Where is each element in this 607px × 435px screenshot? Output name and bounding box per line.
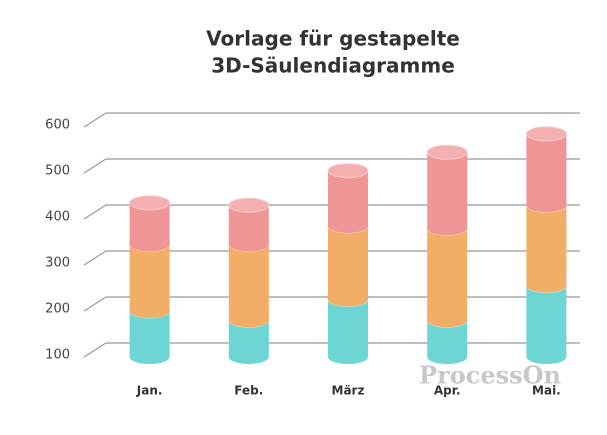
bars: Jan. Feb. März Apr. Mai. (129, 126, 567, 398)
grid-line (83, 296, 580, 312)
bar (427, 152, 468, 229)
x-tick-label: März (332, 384, 365, 398)
chart-title: Vorlage für gestapelte (206, 27, 460, 51)
x-tick-label: Apr. (434, 384, 461, 398)
y-tick-label: 400 (45, 210, 70, 225)
grid-line (83, 204, 580, 220)
cylinder-top (426, 144, 468, 160)
grid-line (83, 158, 580, 174)
bar (526, 133, 567, 206)
y-tick-label: 100 (45, 348, 70, 363)
bar (129, 311, 170, 357)
x-tick-label: Mai. (532, 384, 561, 398)
watermark: ProcessOn (419, 361, 561, 390)
bar (427, 228, 468, 321)
cylinder-top (228, 197, 270, 213)
x-tick-label: Jan. (136, 384, 163, 398)
cylinder-top (327, 163, 369, 179)
grid-line (83, 250, 580, 266)
bar (526, 205, 567, 286)
x-tick-label: Feb. (234, 384, 263, 398)
y-tick-label: 600 (45, 118, 70, 133)
grid-line (83, 342, 580, 358)
y-tick-label: 500 (45, 164, 70, 179)
bar (328, 225, 368, 300)
cylinder-top (525, 126, 567, 142)
grid-line (83, 112, 580, 128)
chart-title: 3D-Säulendiagramme (211, 54, 455, 78)
bar (328, 299, 368, 357)
grid: 100 200 300 400 500 600 (45, 112, 580, 363)
bar (526, 285, 567, 357)
bar (129, 244, 170, 311)
bar (228, 244, 269, 321)
y-tick-label: 200 (45, 302, 70, 317)
cylinder-top (129, 195, 171, 211)
bar (328, 170, 368, 226)
y-tick-label: 300 (45, 256, 70, 271)
